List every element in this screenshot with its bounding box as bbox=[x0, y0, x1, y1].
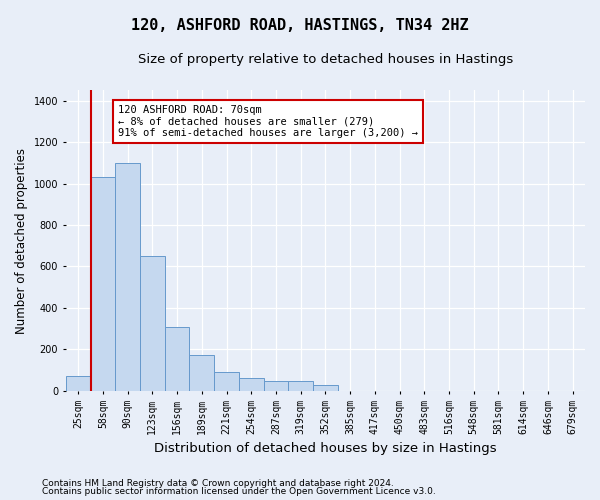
Bar bbox=[214, 372, 239, 391]
Text: Contains public sector information licensed under the Open Government Licence v3: Contains public sector information licen… bbox=[42, 487, 436, 496]
Bar bbox=[239, 378, 263, 391]
Bar bbox=[313, 384, 338, 391]
Bar bbox=[91, 178, 115, 391]
X-axis label: Distribution of detached houses by size in Hastings: Distribution of detached houses by size … bbox=[154, 442, 497, 455]
Bar bbox=[190, 354, 214, 391]
Y-axis label: Number of detached properties: Number of detached properties bbox=[15, 148, 28, 334]
Bar bbox=[165, 326, 190, 391]
Bar bbox=[289, 382, 313, 391]
Text: 120 ASHFORD ROAD: 70sqm
← 8% of detached houses are smaller (279)
91% of semi-de: 120 ASHFORD ROAD: 70sqm ← 8% of detached… bbox=[118, 105, 418, 138]
Bar bbox=[263, 382, 289, 391]
Text: 120, ASHFORD ROAD, HASTINGS, TN34 2HZ: 120, ASHFORD ROAD, HASTINGS, TN34 2HZ bbox=[131, 18, 469, 32]
Text: Contains HM Land Registry data © Crown copyright and database right 2024.: Contains HM Land Registry data © Crown c… bbox=[42, 478, 394, 488]
Title: Size of property relative to detached houses in Hastings: Size of property relative to detached ho… bbox=[138, 52, 513, 66]
Bar bbox=[66, 376, 91, 391]
Bar bbox=[115, 163, 140, 391]
Bar bbox=[140, 256, 165, 391]
